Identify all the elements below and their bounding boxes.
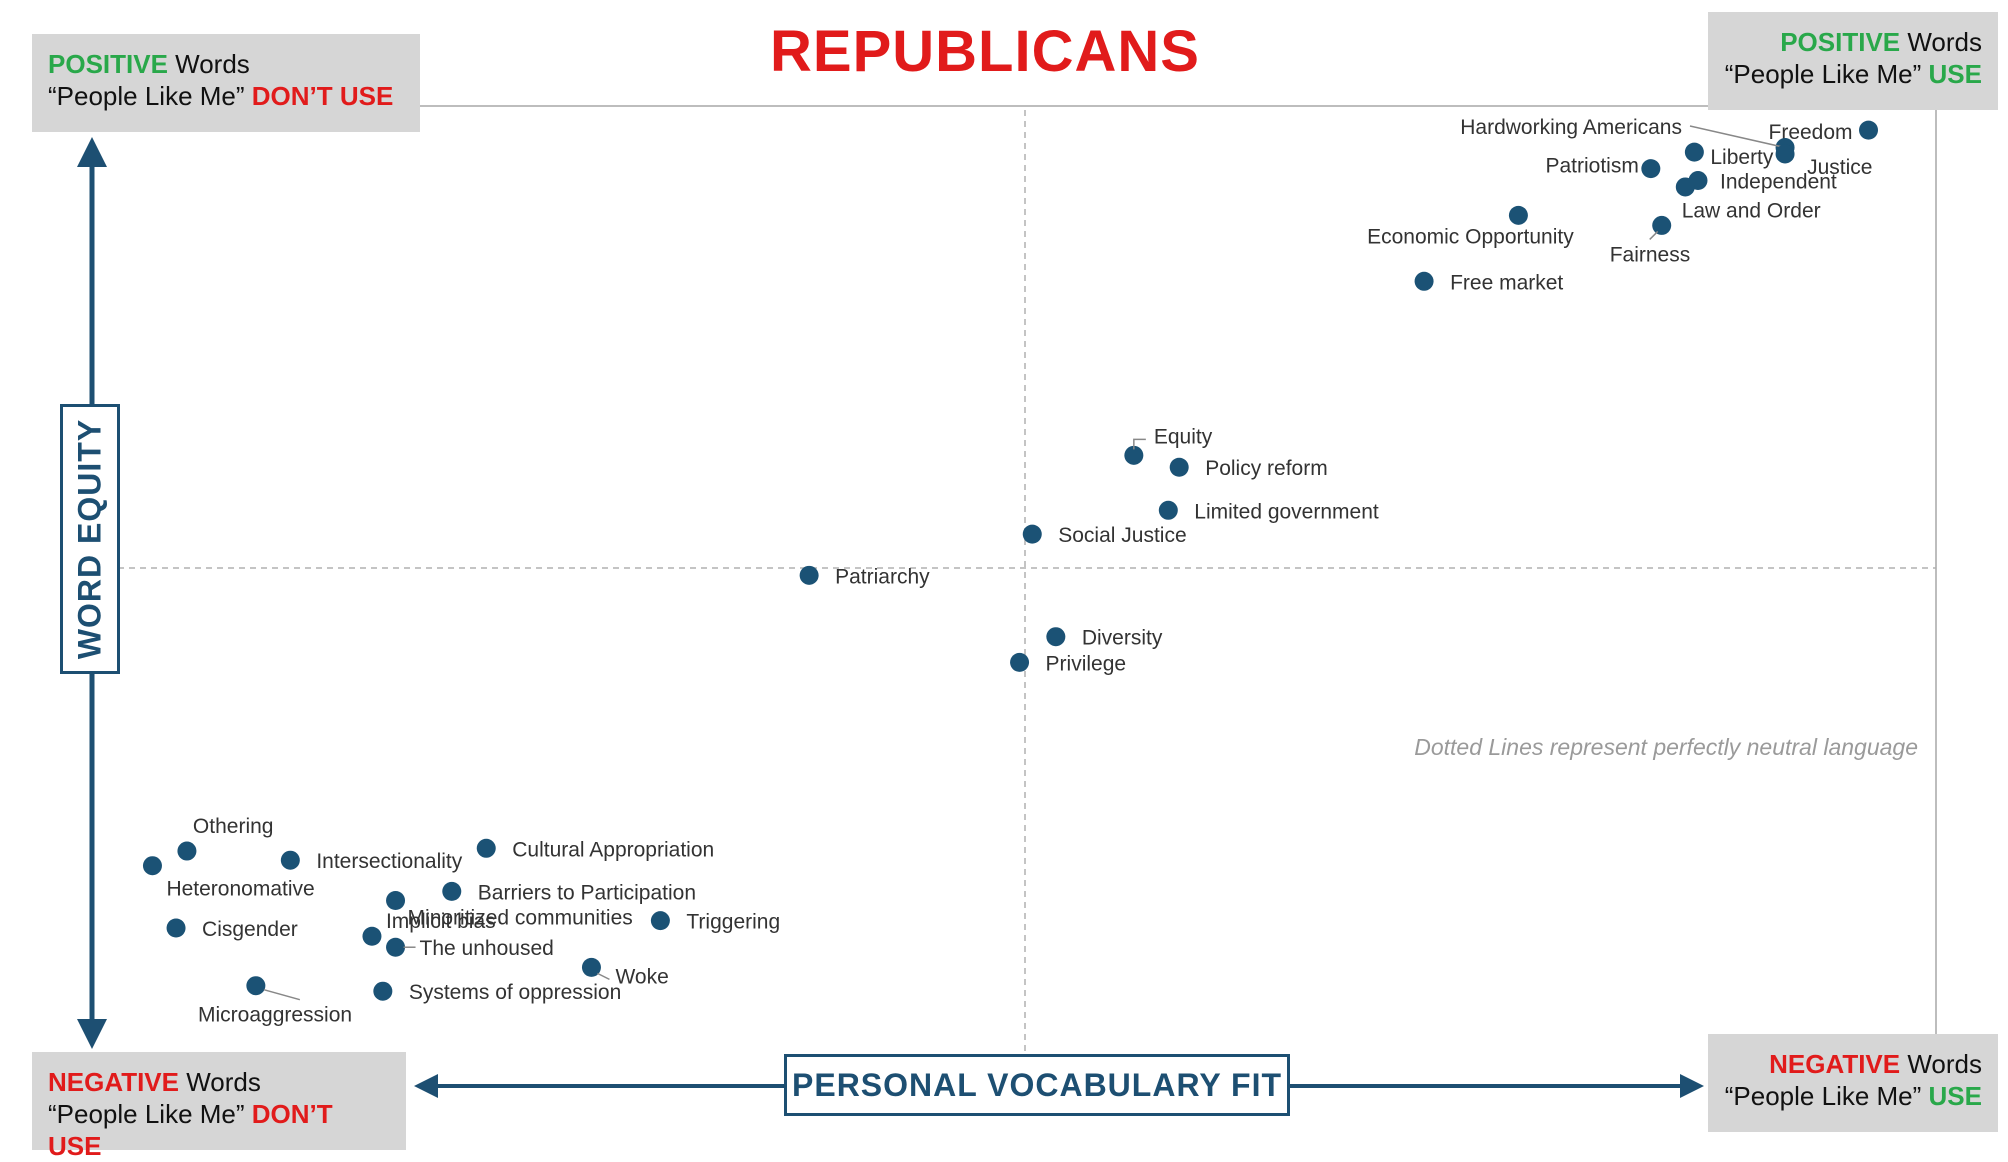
corner-negative-use: NEGATIVE Words “People Like Me” USE [1708,1034,1998,1132]
data-point [1775,144,1795,164]
point-label: Limited government [1194,500,1379,523]
leader-line [1649,230,1659,240]
corner-word: Words [1900,27,1982,57]
leader-line [1133,438,1146,450]
corner-kind: POSITIVE [48,49,168,79]
point-label: Barriers to Participation [478,881,696,904]
data-point [650,911,670,931]
x-axis-label-box: PERSONAL VOCABULARY FIT [784,1054,1290,1116]
data-point [799,565,819,585]
data-point [142,856,162,876]
point-label: Law and Order [1682,199,1821,222]
data-point [362,926,382,946]
leader-line [597,972,610,981]
data-point [476,838,496,858]
data-point [1124,445,1144,465]
corner-kind: NEGATIVE [1769,1049,1901,1079]
point-label: Cisgender [202,918,298,941]
data-point [246,976,266,996]
data-point [386,891,406,911]
neutral-note: Dotted Lines represent perfectly neutral… [1414,734,1918,760]
y-axis-label: WORD EQUITY [71,418,108,660]
data-point [1414,271,1434,291]
corner-positive-dont-use: POSITIVE Words “People Like Me” DON’T US… [32,34,420,132]
corner-negative-dont-use: NEGATIVE Words “People Like Me” DON’T US… [32,1052,406,1161]
x-axis-label: PERSONAL VOCABULARY FIT [792,1066,1282,1103]
point-label: Independent [1720,171,1837,194]
data-point [581,957,601,977]
corner-kind: POSITIVE [1780,27,1901,57]
data-point [1508,205,1528,225]
point-label: Microaggression [198,1004,352,1027]
point-label: Systems of oppression [409,981,621,1004]
corner-action: DON’T USE [48,1099,333,1161]
corner-positive-use: POSITIVE Words “People Like Me” USE [1708,12,1998,110]
point-label: Equity [1154,425,1213,448]
data-point [1010,652,1030,672]
point-label: Heteronomative [166,878,314,901]
point-label: Intersectionality [316,850,462,873]
data-point [386,937,406,957]
data-point [1169,457,1189,477]
corner-word: Words [178,1067,261,1097]
point-label: Freedom [1769,121,1853,144]
point-label: Patriarchy [835,565,930,588]
leader-line [263,988,301,1001]
leader-line [1689,125,1786,149]
data-point [280,850,300,870]
data-point [1046,627,1066,647]
corner-word: Words [167,49,250,79]
point-label: Othering [193,815,274,838]
point-label: Minoritized communities [408,907,633,930]
data-point [1859,120,1879,140]
corner-line2: “People Like Me” [1724,59,1929,89]
point-label: Hardworking Americans [1460,116,1682,139]
point-label: Liberty [1710,146,1774,169]
corner-kind: NEGATIVE [48,1067,179,1097]
data-point [1022,524,1042,544]
corner-action: USE [1928,59,1982,89]
y-axis-label-box: WORD EQUITY [60,404,120,674]
point-label: Cultural Appropriation [512,838,714,861]
point-label: Privilege [1046,652,1127,675]
data-point [1158,500,1178,520]
corner-action: USE [1928,1081,1982,1111]
corner-line2: “People Like Me” [1724,1081,1929,1111]
point-label: Implicit bias [386,910,496,933]
point-label: The unhoused [420,937,554,960]
point-label: Diversity [1082,627,1163,650]
point-label: Justice [1807,156,1872,179]
point-label: Economic Opportunity [1367,225,1574,248]
data-point [177,841,197,861]
data-point [373,981,393,1001]
chart-title: REPUBLICANS [770,19,1200,84]
data-point [1641,159,1661,179]
point-label: Free market [1450,271,1563,294]
corner-line2: “People Like Me” [48,1099,252,1129]
corner-word: Words [1900,1049,1982,1079]
corner-action: DON’T USE [251,81,394,111]
data-point [1675,177,1695,197]
point-label: Woke [615,965,668,988]
point-label: Triggering [686,911,780,934]
point-label: Fairness [1610,243,1691,266]
data-point [1684,142,1704,162]
data-point [1652,215,1672,235]
point-label: Policy reform [1205,457,1328,480]
point-label: Patriotism [1545,155,1638,178]
data-point [442,881,462,901]
data-point [166,918,186,938]
point-label: Social Justice [1058,524,1186,547]
corner-line2: “People Like Me” [48,81,252,111]
